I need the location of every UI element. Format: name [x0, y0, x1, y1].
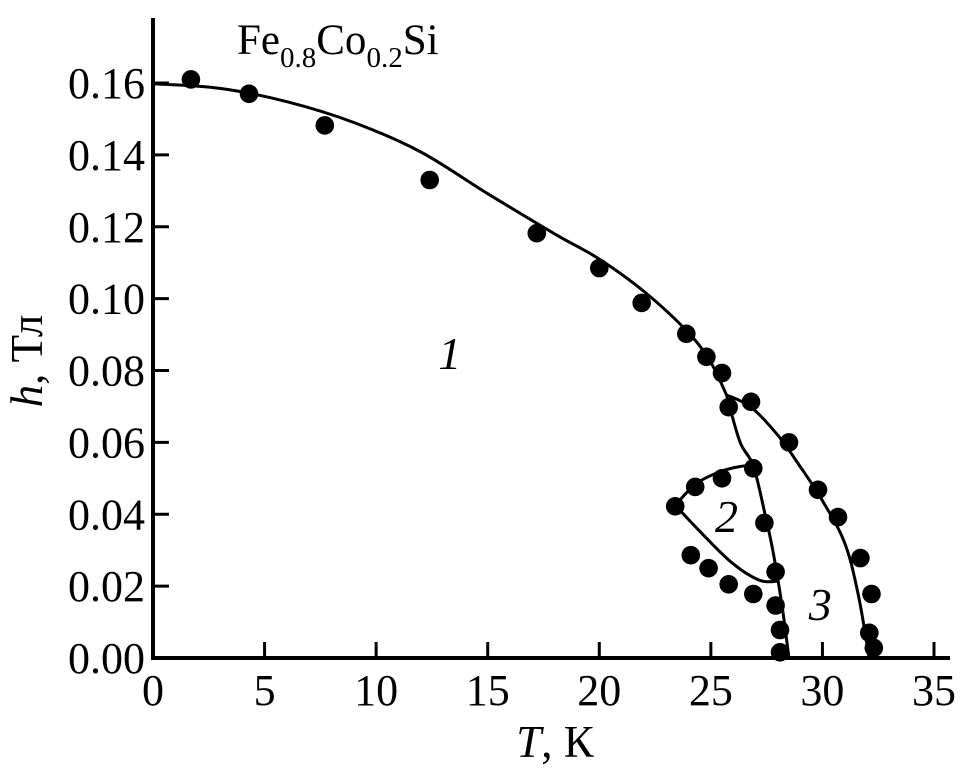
- x-axis-label: T, К: [516, 717, 595, 767]
- data-point: [527, 223, 547, 243]
- x-tick-label: 35: [912, 666, 956, 715]
- data-point: [665, 497, 685, 516]
- data-point: [719, 397, 738, 417]
- data-point: [770, 620, 790, 640]
- data-point: [808, 480, 828, 500]
- data-point: [828, 507, 848, 527]
- y-tick-label: 0.04: [68, 490, 145, 539]
- data-point: [862, 584, 881, 604]
- data-point: [181, 70, 201, 89]
- curve-right-tail: [725, 393, 871, 659]
- x-tick-label: 15: [466, 666, 510, 715]
- region-label-2: 2: [715, 491, 738, 542]
- data-point: [420, 170, 440, 190]
- y-tick-label: 0.14: [68, 131, 145, 180]
- data-point: [590, 258, 609, 278]
- data-point: [697, 347, 716, 367]
- x-tick-label: 30: [800, 666, 844, 715]
- axis-frame: [151, 18, 950, 660]
- data-point: [744, 584, 763, 604]
- data-point: [632, 293, 651, 313]
- x-tick-label: 25: [689, 666, 733, 715]
- x-tick-label: 20: [577, 666, 621, 715]
- x-tick-label: 10: [354, 666, 398, 715]
- data-point: [755, 513, 774, 533]
- data-point: [315, 116, 335, 135]
- data-point: [741, 392, 761, 412]
- data-point: [864, 638, 884, 658]
- y-tick-label: 0.02: [68, 562, 145, 611]
- data-point: [770, 643, 790, 662]
- y-axis-label: h, Тл: [2, 315, 52, 408]
- y-tick-label: 0.12: [68, 203, 145, 252]
- data-point: [719, 575, 738, 594]
- y-tick-label: 0.10: [68, 275, 145, 324]
- data-point: [681, 545, 701, 565]
- curve-pocket-bottom: [674, 504, 778, 584]
- chart-title: Fe0.8Co0.2Si: [237, 17, 439, 74]
- data-point: [779, 433, 799, 452]
- data-point: [766, 596, 785, 615]
- data-point: [860, 623, 879, 643]
- data-point: [677, 324, 696, 344]
- y-tick-label: 0.06: [68, 418, 145, 467]
- region-label-3: 3: [808, 579, 832, 630]
- data-point: [766, 562, 785, 582]
- y-tick-label: 0.08: [68, 347, 145, 396]
- data-point: [239, 84, 259, 104]
- y-tick-label: 0.00: [68, 634, 145, 683]
- data-point: [685, 477, 705, 497]
- data-point: [699, 558, 718, 578]
- data-point: [712, 363, 732, 383]
- y-tick-label: 0.16: [68, 59, 145, 108]
- x-tick-label: 5: [254, 666, 276, 715]
- data-point: [712, 469, 732, 488]
- region-label-1: 1: [438, 328, 461, 379]
- data-point: [744, 459, 763, 478]
- x-tick-label: 0: [142, 666, 164, 715]
- data-point: [851, 548, 870, 568]
